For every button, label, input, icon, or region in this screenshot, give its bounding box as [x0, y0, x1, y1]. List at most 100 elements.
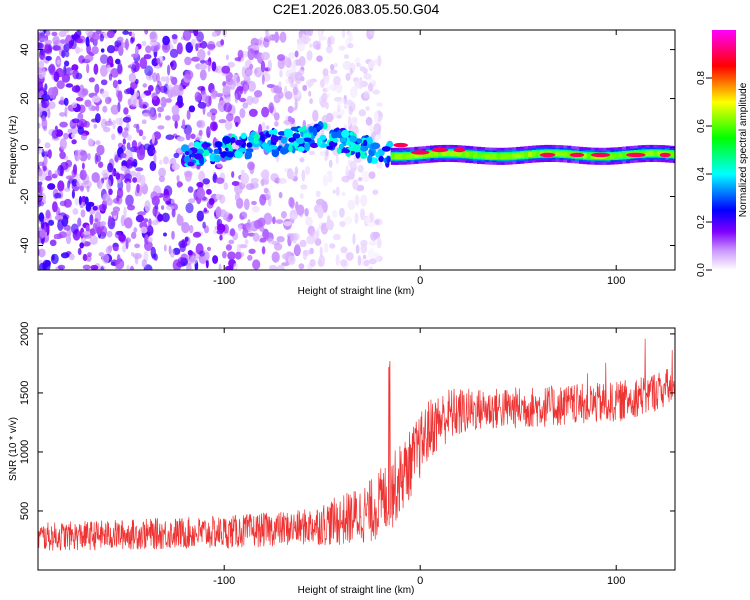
noise-speck: [134, 45, 139, 56]
colorbar-tick-label: 0.6: [696, 119, 707, 133]
snr-series-line: [38, 338, 675, 551]
noise-speck: [329, 69, 338, 75]
noise-speck: [39, 48, 46, 56]
noise-speck: [41, 93, 50, 102]
noise-speck: [102, 193, 111, 202]
band-hotspot: [626, 152, 646, 158]
noise-speck: [360, 243, 368, 254]
noise-speck: [171, 85, 180, 97]
noise-speck: [135, 167, 144, 172]
band-hotspot: [431, 147, 449, 153]
noise-speck: [163, 244, 167, 252]
noise-speck: [67, 128, 73, 134]
noise-speck: [294, 243, 301, 256]
noise-speck: [288, 52, 296, 59]
noise-speck: [108, 73, 113, 81]
noise-speck: [235, 251, 242, 260]
noise-speck: [328, 159, 333, 168]
noise-speck: [65, 175, 75, 180]
noise-speck: [59, 39, 67, 44]
noise-speck: [108, 188, 113, 195]
noise-speck: [307, 30, 313, 37]
colorbar-tick-label: 0.8: [696, 71, 707, 85]
noise-speck: [374, 135, 379, 145]
noise-speck: [263, 38, 270, 48]
noise-speck: [341, 175, 350, 183]
noise-speck: [88, 77, 95, 83]
noise-speck: [277, 57, 285, 70]
noise-speck: [298, 33, 303, 39]
signal-blob: [214, 141, 223, 148]
noise-speck: [59, 121, 68, 128]
noise-speck: [317, 206, 324, 219]
noise-speck: [343, 54, 350, 59]
noise-speck: [260, 179, 269, 185]
noise-speck: [42, 165, 47, 171]
noise-speck: [242, 102, 249, 109]
noise-speck: [302, 249, 311, 256]
signal-blob: [340, 137, 347, 143]
noise-speck: [287, 255, 296, 265]
noise-speck: [71, 85, 81, 93]
noise-speck: [47, 108, 51, 119]
noise-speck: [134, 243, 141, 249]
noise-speck: [135, 214, 144, 223]
noise-speck: [113, 246, 119, 252]
noise-speck: [219, 234, 223, 241]
noise-speck: [273, 112, 280, 121]
noise-speck: [110, 104, 120, 115]
noise-speck: [113, 44, 120, 52]
noise-speck: [373, 111, 379, 123]
noise-speck: [85, 224, 90, 233]
noise-speck: [121, 131, 129, 138]
noise-speck: [157, 106, 164, 113]
noise-speck: [64, 50, 70, 58]
noise-speck: [241, 50, 250, 58]
noise-speck: [161, 212, 170, 223]
noise-speck: [106, 30, 115, 39]
noise-speck: [167, 84, 174, 90]
noise-speck: [347, 43, 354, 49]
noise-speck: [158, 167, 167, 178]
noise-speck: [317, 30, 323, 38]
noise-speck: [206, 188, 212, 195]
noise-speck: [82, 230, 91, 236]
noise-speck: [157, 213, 164, 222]
noise-speck: [77, 247, 82, 256]
noise-speck: [234, 93, 238, 104]
noise-speck: [188, 105, 196, 113]
noise-speck: [173, 152, 180, 159]
noise-speck: [79, 169, 87, 181]
noise-speck: [344, 216, 353, 225]
noise-speck: [308, 226, 315, 237]
noise-speck: [93, 63, 99, 75]
noise-speck: [326, 45, 333, 54]
noise-speck: [110, 68, 119, 78]
noise-speck: [120, 165, 127, 172]
band-segment: [622, 152, 627, 158]
noise-speck: [272, 216, 276, 225]
noise-speck: [228, 239, 235, 245]
noise-speck: [77, 90, 86, 98]
noise-speck: [261, 74, 265, 85]
band-hotspot: [393, 142, 408, 148]
noise-speck: [298, 56, 306, 67]
noise-speck: [349, 67, 353, 76]
noise-speck: [192, 231, 202, 238]
noise-speck: [259, 194, 267, 206]
noise-speck: [38, 248, 46, 258]
noise-speck: [286, 170, 296, 180]
noise-speck: [142, 135, 147, 141]
noise-speck: [257, 217, 266, 228]
noise-speck: [305, 79, 315, 87]
noise-speck: [336, 101, 342, 111]
noise-speck: [152, 72, 158, 83]
noise-speck: [75, 46, 81, 54]
snr-y-axis-label: SNR (10 * v/v): [8, 417, 19, 481]
band-segment: [484, 153, 490, 159]
noise-speck: [106, 45, 116, 54]
noise-speck: [172, 113, 180, 122]
noise-speck: [308, 90, 312, 97]
noise-speck: [57, 180, 65, 192]
